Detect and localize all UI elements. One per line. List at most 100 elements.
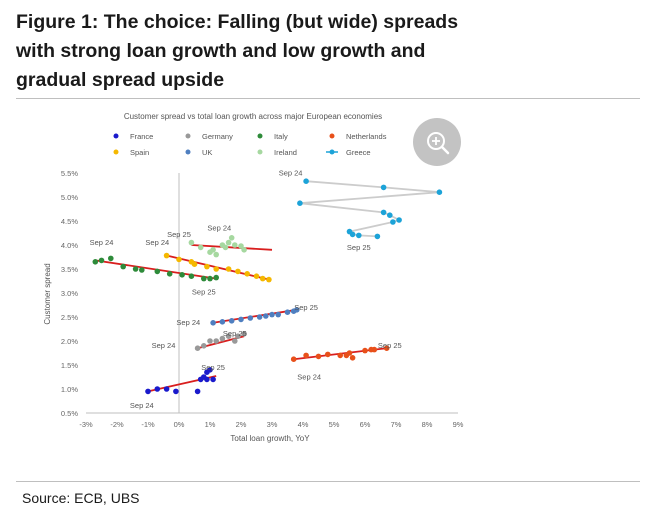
x-tick-label: 1% bbox=[205, 420, 216, 429]
data-point bbox=[219, 319, 226, 325]
legend-marker bbox=[185, 133, 191, 139]
data-point bbox=[263, 313, 269, 319]
zoom-in-icon bbox=[427, 132, 450, 155]
scatter-chart: Customer spread vs total loan growth acr… bbox=[43, 112, 464, 443]
data-point bbox=[188, 273, 195, 280]
legend-marker bbox=[113, 133, 119, 139]
data-point bbox=[228, 235, 235, 241]
y-axis-label: Customer spread bbox=[43, 263, 52, 324]
legend-marker bbox=[185, 149, 191, 155]
data-point bbox=[225, 239, 232, 246]
data-point bbox=[228, 318, 235, 324]
x-tick-label: 6% bbox=[360, 420, 371, 429]
legend-entry: Greece bbox=[326, 148, 371, 157]
legend-label: Spain bbox=[130, 148, 149, 157]
axes: -3% -2% -1% 0% 1% 2% 3% 4% 5% 6% 7% 8% 9% 0.5% 1.0% 1.5… bbox=[61, 169, 464, 429]
trend-line bbox=[191, 244, 273, 251]
data-point bbox=[383, 345, 390, 352]
y-tick-label: 2.0% bbox=[61, 337, 78, 346]
data-point bbox=[204, 376, 210, 383]
data-point bbox=[284, 309, 291, 316]
legend-label: Greece bbox=[346, 148, 371, 157]
y-tick-label: 4.0% bbox=[61, 241, 78, 250]
x-tick-label: 2% bbox=[236, 420, 247, 429]
data-point bbox=[244, 271, 250, 277]
source-note: Source: ECB, UBS bbox=[22, 490, 140, 506]
data-point bbox=[139, 267, 145, 273]
data-point bbox=[222, 244, 229, 251]
data-point bbox=[201, 275, 207, 282]
legend-marker bbox=[329, 149, 335, 155]
y-tick-label: 2.5% bbox=[61, 313, 78, 322]
data-point bbox=[204, 263, 210, 270]
x-tick-label: 0% bbox=[174, 420, 185, 429]
legend-label: UK bbox=[202, 148, 212, 157]
data-point bbox=[207, 367, 213, 373]
data-point bbox=[225, 266, 232, 272]
legend-marker bbox=[257, 149, 263, 155]
x-tick-label: 3% bbox=[267, 420, 278, 429]
data-point bbox=[380, 209, 387, 216]
annotation-label: Sep 24 bbox=[279, 168, 303, 177]
y-tick-label: 4.5% bbox=[61, 217, 78, 226]
data-point bbox=[210, 376, 216, 383]
data-point bbox=[337, 352, 344, 359]
annotation-label: Sep 25 bbox=[378, 341, 402, 350]
data-point bbox=[166, 271, 173, 277]
annotation-label: Sep 25 bbox=[192, 287, 216, 296]
data-point bbox=[145, 388, 151, 395]
legend-entry: Ireland bbox=[257, 148, 297, 157]
data-point bbox=[297, 200, 303, 206]
data-point bbox=[266, 276, 272, 283]
data-point bbox=[163, 252, 170, 259]
data-point bbox=[120, 263, 126, 270]
data-point bbox=[387, 212, 393, 218]
data-point bbox=[213, 251, 219, 258]
x-tick-label: -1% bbox=[141, 420, 155, 429]
legend-entry: Italy bbox=[257, 132, 288, 141]
y-tick-label: 3.0% bbox=[61, 289, 78, 298]
y-tick-label: 5.0% bbox=[61, 193, 78, 202]
data-point bbox=[238, 243, 244, 249]
data-point bbox=[173, 388, 179, 395]
annotation-label: Sep 25 bbox=[201, 363, 225, 372]
data-point bbox=[194, 345, 201, 352]
data-point bbox=[346, 350, 353, 356]
zoom-button-background bbox=[413, 118, 461, 166]
figure-title: Figure 1: The choice: Falling (but wide)… bbox=[16, 11, 459, 91]
data-point bbox=[371, 346, 378, 353]
data-point bbox=[349, 355, 356, 361]
data-point bbox=[201, 343, 207, 349]
legend-label: Ireland bbox=[274, 148, 297, 157]
data-point bbox=[213, 266, 219, 272]
data-point bbox=[194, 388, 201, 395]
x-tick-label: 4% bbox=[298, 420, 309, 429]
x-tick-label: 7% bbox=[391, 420, 402, 429]
y-tick-label: 1.0% bbox=[61, 385, 78, 394]
data-point bbox=[269, 311, 275, 318]
data-point bbox=[396, 217, 402, 223]
legend-entry: Netherlands bbox=[329, 132, 387, 141]
annotation-label: Sep 24 bbox=[90, 238, 114, 247]
legend-marker bbox=[257, 133, 263, 139]
data-point bbox=[207, 338, 213, 344]
data-point bbox=[241, 331, 247, 337]
data-point bbox=[176, 256, 182, 263]
data-point bbox=[303, 352, 309, 359]
annotation-label: Sep 25 bbox=[167, 230, 191, 239]
bottom-divider bbox=[16, 481, 640, 482]
data-point bbox=[154, 268, 161, 275]
legend-marker bbox=[329, 133, 335, 139]
zoom-in-button[interactable] bbox=[413, 118, 461, 166]
data-point bbox=[315, 353, 322, 360]
data-point bbox=[179, 272, 185, 278]
data-point bbox=[213, 274, 219, 281]
data-point bbox=[108, 255, 114, 262]
data-point bbox=[98, 257, 105, 264]
top-divider bbox=[16, 98, 640, 99]
annotation-label: Sep 24 bbox=[145, 238, 169, 247]
data-point bbox=[356, 232, 362, 239]
data-point bbox=[163, 386, 170, 392]
annotation-label: Sep 24 bbox=[152, 341, 176, 350]
series-path bbox=[299, 180, 440, 238]
